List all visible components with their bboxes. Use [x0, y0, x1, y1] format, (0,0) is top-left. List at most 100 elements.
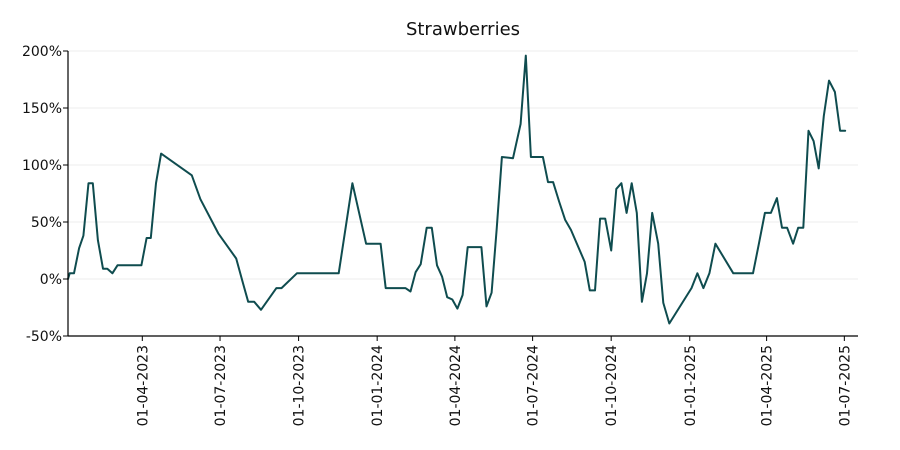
data-point	[363, 241, 369, 247]
data-point	[706, 270, 712, 276]
data-point	[383, 285, 389, 291]
data-point	[644, 270, 650, 276]
data-point	[454, 306, 460, 312]
series-group	[67, 53, 848, 326]
data-point	[602, 216, 608, 222]
data-point	[449, 297, 455, 303]
data-point	[821, 113, 827, 119]
data-point	[540, 154, 546, 160]
data-point	[655, 241, 661, 247]
axes	[67, 51, 858, 337]
data-point	[429, 225, 435, 231]
data-point	[800, 225, 806, 231]
data-point	[774, 195, 780, 201]
data-point	[694, 270, 700, 276]
data-point	[465, 244, 471, 250]
data-point	[842, 128, 848, 134]
x-tick-label: 01-01-2024	[370, 345, 386, 426]
data-point	[494, 226, 500, 232]
chart-title: Strawberries	[406, 19, 520, 40]
x-tick-label: 01-04-2025	[760, 345, 776, 426]
data-point	[439, 274, 445, 280]
y-tick-label: 100%	[22, 158, 62, 174]
x-tick-label: 01-10-2024	[604, 345, 620, 426]
data-point	[138, 262, 144, 268]
data-point	[240, 281, 246, 287]
data-point	[784, 225, 790, 231]
data-point	[712, 241, 718, 247]
data-point	[444, 294, 450, 300]
x-tick-label: 01-07-2024	[526, 345, 542, 426]
data-point	[279, 285, 285, 291]
data-point	[568, 227, 574, 233]
data-point	[418, 261, 424, 267]
data-point	[294, 270, 300, 276]
data-point	[378, 241, 384, 247]
data-point	[639, 299, 645, 305]
x-axis-ticks: 01-04-2023 01-07-2023 01-10-2023 01-01-2024…	[135, 336, 853, 426]
data-point	[649, 210, 655, 216]
data-point	[582, 259, 588, 265]
data-point	[349, 180, 355, 186]
data-point	[666, 320, 672, 326]
data-point	[750, 270, 756, 276]
data-point	[109, 270, 115, 276]
data-point	[811, 138, 817, 144]
y-tick-label: 150%	[22, 101, 62, 117]
y-tick-label: -50%	[26, 329, 62, 345]
data-point	[80, 233, 86, 239]
data-point	[148, 235, 154, 241]
data-point	[158, 151, 164, 157]
data-point	[336, 270, 342, 276]
data-point	[768, 210, 774, 216]
data-point	[688, 285, 694, 291]
data-point	[90, 180, 96, 186]
data-point	[478, 244, 484, 250]
data-point	[779, 225, 785, 231]
data-point	[832, 89, 838, 95]
data-point	[805, 128, 811, 134]
data-point	[489, 290, 495, 296]
series-line	[67, 54, 847, 325]
y-tick-label: 50%	[31, 215, 62, 231]
data-point	[756, 241, 762, 247]
data-point	[790, 241, 796, 247]
data-point	[95, 237, 101, 243]
data-point	[251, 299, 257, 305]
data-point	[483, 303, 489, 309]
data-point	[76, 245, 82, 251]
data-point	[730, 270, 736, 276]
data-point	[402, 285, 408, 291]
y-tick-label: 200%	[22, 44, 62, 60]
data-point	[618, 180, 624, 186]
data-point	[592, 287, 598, 293]
x-tick-label: 01-07-2025	[837, 345, 853, 426]
data-point	[837, 128, 843, 134]
data-point	[762, 210, 768, 216]
data-point	[413, 269, 419, 275]
x-tick-label: 01-04-2023	[135, 345, 151, 426]
data-point	[245, 299, 251, 305]
data-point	[597, 216, 603, 222]
data-point	[153, 180, 159, 186]
data-point	[608, 248, 614, 254]
data-point	[816, 165, 822, 171]
data-point	[826, 78, 832, 84]
data-point	[528, 154, 534, 160]
data-point	[258, 307, 264, 313]
data-point	[424, 225, 430, 231]
data-point	[434, 262, 440, 268]
data-point	[545, 179, 551, 185]
data-point	[624, 210, 630, 216]
data-point	[407, 289, 413, 295]
x-tick-label: 01-01-2025	[683, 345, 699, 426]
data-point	[233, 255, 239, 261]
data-point	[197, 196, 203, 202]
data-point	[629, 180, 635, 186]
data-point	[550, 179, 556, 185]
data-point	[562, 217, 568, 223]
data-point	[499, 154, 505, 160]
data-point	[523, 53, 529, 59]
data-point	[189, 172, 195, 178]
